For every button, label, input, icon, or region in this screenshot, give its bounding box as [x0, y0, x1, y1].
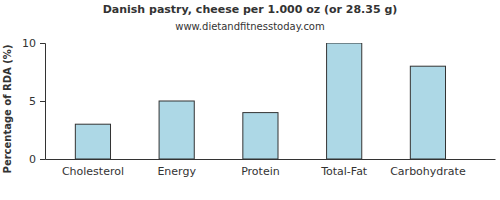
tick-label: 5 — [29, 95, 36, 108]
bar — [410, 66, 445, 159]
axis-line — [40, 44, 46, 160]
bars — [75, 43, 445, 159]
bar — [75, 124, 110, 159]
tick-mark — [40, 101, 45, 102]
tick: 5 — [29, 95, 45, 108]
tick-label: 0 — [29, 153, 36, 166]
bar — [159, 101, 194, 159]
y-axis: 0 5 10 — [22, 37, 46, 166]
tick: 0 — [29, 153, 45, 166]
axis-line — [46, 159, 496, 160]
tick: Protein — [241, 165, 280, 178]
y-axis-title: Percentage of RDA (%) — [2, 45, 13, 174]
tick-label: Total-Fat — [320, 165, 368, 178]
tick: Energy — [157, 165, 196, 178]
tick-label: Protein — [241, 165, 280, 178]
x-axis: Cholesterol Energy Protein Total-Fat Carbohy… — [46, 160, 496, 178]
tick-label: Carbohydrate — [390, 165, 466, 178]
tick: 10 — [22, 37, 45, 50]
tick: Carbohydrate — [390, 165, 466, 178]
tick-label: 10 — [22, 37, 36, 50]
chart: 0 5 10 Cholesterol Energy Protein Total-Fat Car… — [0, 0, 500, 200]
tick-label: Cholesterol — [62, 165, 124, 178]
tick-mark — [40, 43, 45, 44]
title: Danish pastry, cheese per 1.000 oz (or 2… — [103, 3, 398, 16]
tick-label: Energy — [157, 165, 196, 178]
bar — [243, 113, 278, 159]
subtitle: www.dietandfitnesstoday.com — [175, 21, 324, 32]
bar — [327, 43, 362, 159]
tick: Cholesterol — [62, 165, 124, 178]
tick-mark — [40, 159, 45, 160]
tick: Total-Fat — [320, 165, 368, 178]
